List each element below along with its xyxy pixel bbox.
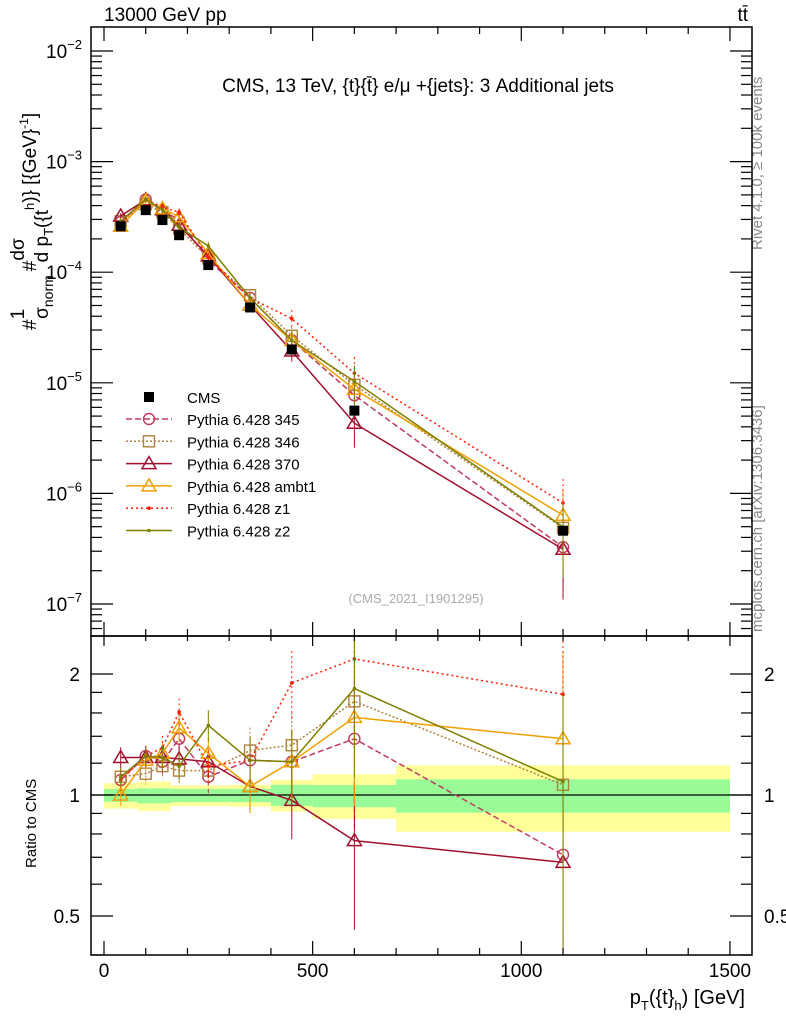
legend-label: Pythia 6.428 ambt1 xyxy=(187,479,316,496)
y-tick-label: 10−6 xyxy=(46,479,82,505)
data-point xyxy=(157,215,168,226)
y-tick-label: 10−3 xyxy=(46,148,82,174)
ratio-tick-label-right: 1 xyxy=(764,786,775,807)
watermark: (CMS_2021_I1901295) xyxy=(348,591,483,606)
data-point xyxy=(346,414,363,429)
legend-marker xyxy=(140,477,158,492)
legend-label: Pythia 6.428 345 xyxy=(187,412,300,429)
y-tick-label: 10−7 xyxy=(46,590,82,616)
ratio-point xyxy=(241,777,259,793)
ratio-series-line xyxy=(120,700,564,786)
series-pythia-6-428-346 xyxy=(114,198,570,955)
series-cms xyxy=(115,205,569,536)
legend-marker xyxy=(147,506,151,511)
legend-label: Pythia 6.428 370 xyxy=(187,457,300,474)
chart-title: CMS, 13 TeV, {t}{t̄} e/μ +{jets}: 3 Addi… xyxy=(222,76,614,97)
data-point xyxy=(203,260,214,271)
ratio-y-label: Ratio to CMS xyxy=(23,779,40,868)
legend-label: Pythia 6.428 346 xyxy=(187,434,300,451)
data-point xyxy=(140,205,151,216)
ratio-tick-label: 1 xyxy=(69,786,80,807)
ratio-point xyxy=(170,719,188,734)
y-tick-label: 10−4 xyxy=(46,258,82,284)
series-pythia-6-428-370 xyxy=(112,191,572,955)
ratio-point xyxy=(346,832,363,847)
x-tick-label: 1500 xyxy=(709,961,751,982)
legend-label: Pythia 6.428 z1 xyxy=(187,501,290,518)
x-tick-label: 0 xyxy=(99,961,110,982)
ratio-point xyxy=(112,786,129,801)
data-point xyxy=(115,221,126,232)
series-pythia-6-428-345 xyxy=(114,193,570,955)
ratio-tick-label-right: 0.5 xyxy=(764,907,786,928)
x-tick-label: 1000 xyxy=(500,961,542,982)
data-point xyxy=(286,344,297,355)
stat-uncertainty-band xyxy=(137,788,155,804)
y-tick-label: 10−2 xyxy=(46,37,82,63)
header-left: 13000 GeV pp xyxy=(104,5,227,26)
x-tick-label: 500 xyxy=(297,961,329,982)
legend-label: Pythia 6.428 z2 xyxy=(187,524,290,541)
legend-marker xyxy=(147,528,151,533)
legend: Pythia 6.428 345 Pythia 6.428 346 Pythia 6… xyxy=(126,390,316,541)
ratio-point xyxy=(200,744,217,760)
rivet-label: Rivet 4.1.0, ≥ 100k events xyxy=(749,77,766,250)
header-right: tt̄ xyxy=(737,5,748,26)
ratio-series-line xyxy=(120,687,564,783)
data-point xyxy=(349,405,360,416)
data-point xyxy=(245,302,256,313)
data-point xyxy=(174,230,185,241)
series-line xyxy=(120,198,564,528)
legend-marker xyxy=(140,455,158,470)
data-point xyxy=(558,525,569,536)
y-tick-label: 10−5 xyxy=(46,369,82,395)
x-axis-label: pT({t}h) [GeV] xyxy=(630,987,745,1013)
legend-marker xyxy=(144,392,154,402)
ratio-point xyxy=(112,748,129,764)
ratio-tick-label: 2 xyxy=(69,665,80,686)
stat-uncertainty-band xyxy=(154,788,171,804)
ratio-series-line xyxy=(120,658,564,781)
legend-marker xyxy=(142,412,156,426)
ratio-tick-label-right: 2 xyxy=(764,665,775,686)
series-line xyxy=(120,198,564,550)
ratio-series-line xyxy=(120,716,564,796)
ratio-point xyxy=(206,764,211,768)
y-axis-label: #1 σnorm#dσ d pT({th)} [{GeV}-1] xyxy=(8,113,56,330)
ratio-tick-label: 0.5 xyxy=(54,907,80,928)
upper-frame xyxy=(90,26,753,637)
legend-marker xyxy=(142,435,156,448)
legend-label: CMS xyxy=(187,390,220,407)
series-pythia-6-428-z2 xyxy=(118,196,565,955)
mcplots-label: mcplots.cern.ch [arXiv:1306.3436] xyxy=(749,405,766,632)
